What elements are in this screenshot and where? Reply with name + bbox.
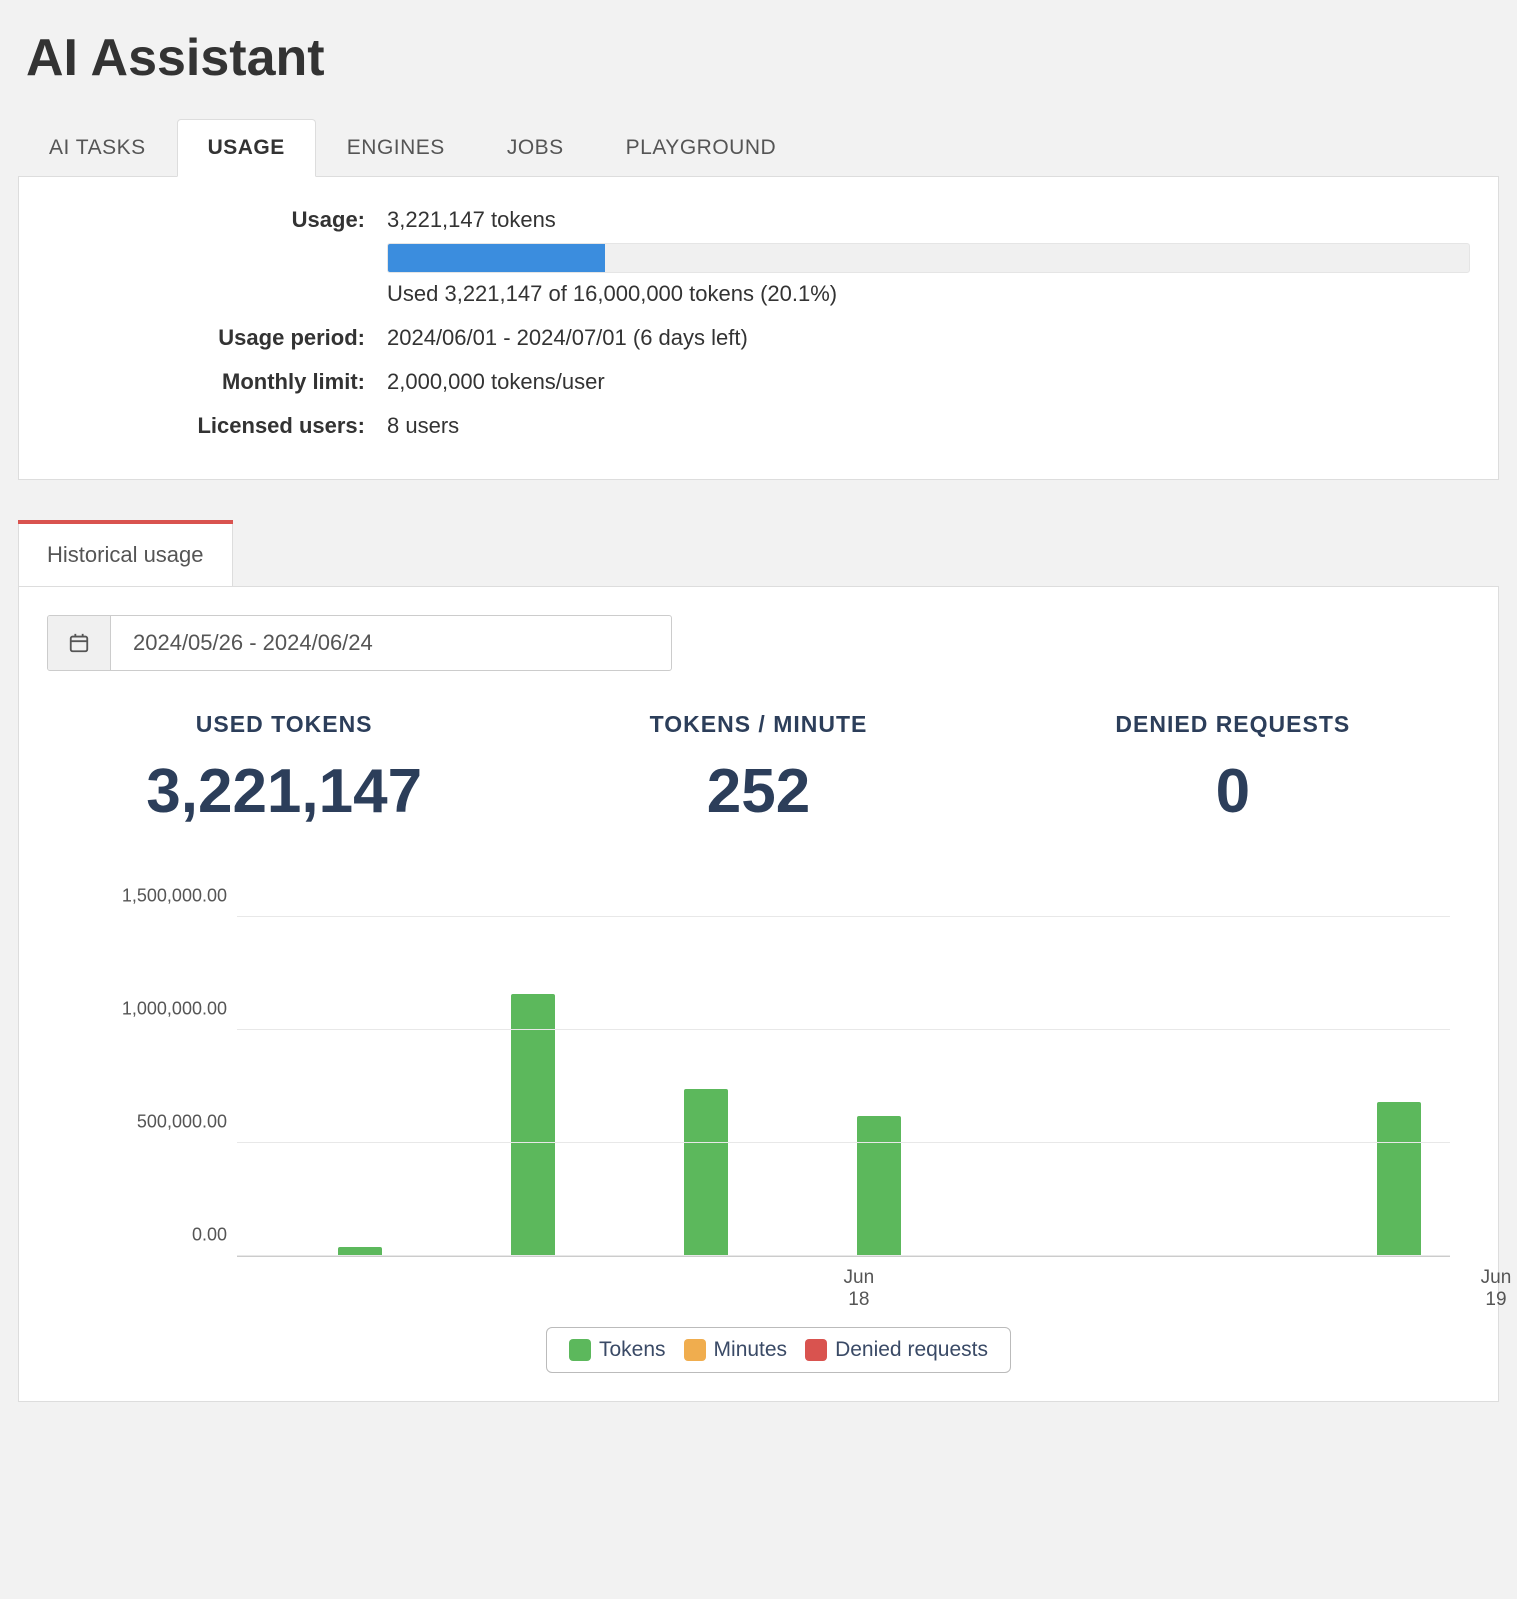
bar-slot bbox=[584, 917, 757, 1256]
bar-tokens[interactable] bbox=[857, 1116, 901, 1256]
legend-item[interactable]: Denied requests bbox=[805, 1338, 988, 1362]
bar-slot bbox=[757, 917, 930, 1256]
legend-swatch bbox=[569, 1339, 591, 1361]
progress-fill bbox=[388, 244, 605, 272]
bar-slot bbox=[410, 917, 583, 1256]
x-tick-label: Jun 18 bbox=[237, 1267, 874, 1311]
licensed-users-label: Licensed users: bbox=[47, 413, 387, 439]
y-tick-label: 1,500,000.00 bbox=[97, 886, 227, 907]
usage-value-block: 3,221,147 tokens Used 3,221,147 of 16,00… bbox=[387, 207, 1470, 307]
main-tabs: AI TASKS USAGE ENGINES JOBS PLAYGROUND bbox=[18, 118, 1499, 177]
history-tab-bar: Historical usage bbox=[18, 520, 233, 586]
monthly-limit-value: 2,000,000 tokens/user bbox=[387, 369, 1470, 395]
kpi-used-tokens: USED TOKENS 3,221,147 bbox=[47, 711, 521, 827]
kpi-label: DENIED REQUESTS bbox=[996, 711, 1470, 738]
progress-text: Used 3,221,147 of 16,000,000 tokens (20.… bbox=[387, 281, 1470, 307]
usage-value: 3,221,147 tokens bbox=[387, 207, 1470, 233]
legend-item[interactable]: Tokens bbox=[569, 1338, 666, 1362]
legend-item[interactable]: Minutes bbox=[684, 1338, 788, 1362]
bar-slot bbox=[237, 917, 410, 1256]
bars-row bbox=[237, 917, 1450, 1256]
usage-label: Usage: bbox=[47, 207, 387, 233]
legend-label: Denied requests bbox=[835, 1338, 988, 1362]
historical-usage-panel: 2024/05/26 - 2024/06/24 USED TOKENS 3,22… bbox=[18, 586, 1499, 1402]
x-tick-label: Jun 20 bbox=[1511, 1267, 1517, 1311]
x-tick-label: Jun 19 bbox=[874, 1267, 1511, 1311]
usage-period-label: Usage period: bbox=[47, 325, 387, 351]
bar-tokens[interactable] bbox=[684, 1089, 728, 1256]
usage-progress: Used 3,221,147 of 16,000,000 tokens (20.… bbox=[387, 243, 1470, 307]
date-range-picker[interactable]: 2024/05/26 - 2024/06/24 bbox=[47, 615, 672, 671]
kpi-tokens-per-minute: TOKENS / MINUTE 252 bbox=[521, 711, 995, 827]
bar-tokens[interactable] bbox=[1377, 1102, 1421, 1256]
legend-swatch bbox=[805, 1339, 827, 1361]
tab-usage[interactable]: USAGE bbox=[177, 119, 316, 177]
bar-slot bbox=[930, 917, 1103, 1256]
progress-bar bbox=[387, 243, 1470, 273]
legend-swatch bbox=[684, 1339, 706, 1361]
y-tick-label: 1,000,000.00 bbox=[97, 999, 227, 1020]
tab-playground[interactable]: PLAYGROUND bbox=[595, 119, 807, 177]
monthly-limit-label: Monthly limit: bbox=[47, 369, 387, 395]
usage-summary-panel: Usage: 3,221,147 tokens Used 3,221,147 o… bbox=[18, 177, 1499, 480]
tab-jobs[interactable]: JOBS bbox=[476, 119, 595, 177]
tab-ai-tasks[interactable]: AI TASKS bbox=[18, 119, 177, 177]
page-title: AI Assistant bbox=[26, 28, 1499, 88]
x-axis-labels: Jun 18Jun 19Jun 20Jun 21Jun 22Jun 23Jun … bbox=[237, 1267, 1450, 1311]
date-range-text: 2024/05/26 - 2024/06/24 bbox=[111, 616, 671, 670]
legend-label: Minutes bbox=[714, 1338, 788, 1362]
tab-engines[interactable]: ENGINES bbox=[316, 119, 476, 177]
kpi-label: USED TOKENS bbox=[47, 711, 521, 738]
kpi-denied-requests: DENIED REQUESTS 0 bbox=[996, 711, 1470, 827]
y-tick-label: 500,000.00 bbox=[97, 1112, 227, 1133]
bar-slot bbox=[1103, 917, 1276, 1256]
chart-grid: 0.00500,000.001,000,000.001,500,000.00 bbox=[237, 917, 1450, 1257]
usage-chart: 0.00500,000.001,000,000.001,500,000.00 J… bbox=[107, 917, 1450, 1373]
y-tick-label: 0.00 bbox=[97, 1225, 227, 1246]
legend-label: Tokens bbox=[599, 1338, 666, 1362]
kpi-value: 3,221,147 bbox=[47, 756, 521, 827]
kpi-label: TOKENS / MINUTE bbox=[521, 711, 995, 738]
tab-historical-usage[interactable]: Historical usage bbox=[18, 524, 233, 586]
licensed-users-value: 8 users bbox=[387, 413, 1470, 439]
kpi-value: 0 bbox=[996, 756, 1470, 827]
calendar-icon[interactable] bbox=[48, 616, 111, 670]
chart-legend: Tokens Minutes Denied requests bbox=[546, 1327, 1011, 1373]
usage-period-value: 2024/06/01 - 2024/07/01 (6 days left) bbox=[387, 325, 1470, 351]
bar-slot bbox=[1277, 917, 1450, 1256]
kpi-value: 252 bbox=[521, 756, 995, 827]
kpi-row: USED TOKENS 3,221,147 TOKENS / MINUTE 25… bbox=[47, 711, 1470, 827]
bar-tokens[interactable] bbox=[511, 994, 555, 1256]
